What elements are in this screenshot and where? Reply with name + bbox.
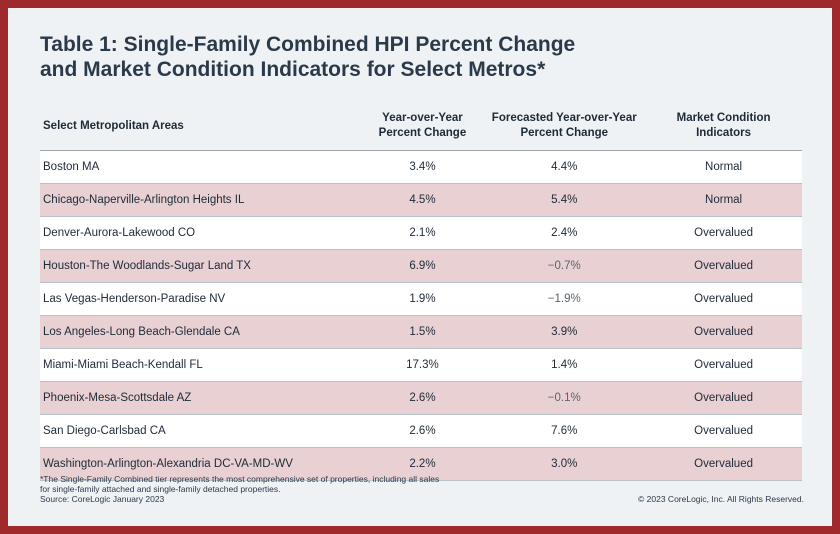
table-row: Phoenix-Mesa-Scottsdale AZ 2.6% −0.1% Ov… (40, 381, 802, 415)
header-forecast: Forecasted Year-over-Year Percent Change (483, 102, 646, 151)
table-row: Las Vegas-Henderson-Paradise NV 1.9% −1.… (40, 282, 802, 316)
forecast-cell: 2.4% (483, 216, 646, 250)
metro-area-cell: San Diego-Carlsbad CA (40, 414, 362, 448)
forecast-cell: 1.4% (483, 348, 646, 382)
table-row: Miami-Miami Beach-Kendall FL 17.3% 1.4% … (40, 348, 802, 382)
table-row: Chicago-Naperville-Arlington Heights IL … (40, 183, 802, 217)
forecast-cell: −0.1% (483, 381, 646, 415)
indicator-cell: Normal (645, 183, 802, 217)
metro-area-cell: Phoenix-Mesa-Scottsdale AZ (40, 381, 362, 415)
title-line-1: Table 1: Single-Family Combined HPI Perc… (40, 33, 576, 56)
metro-hpi-table: Select Metropolitan Areas Year-over-Year… (40, 102, 802, 481)
table-row: Denver-Aurora-Lakewood CO 2.1% 2.4% Over… (40, 216, 802, 250)
indicator-cell: Overvalued (645, 381, 802, 415)
header-forecast-line-2: Percent Change (520, 127, 609, 139)
table-header-row: Select Metropolitan Areas Year-over-Year… (40, 102, 802, 151)
header-forecast-line-1: Forecasted Year-over-Year (491, 112, 637, 124)
yoy-cell: 4.5% (361, 183, 484, 217)
header-metro-areas-label: Select Metropolitan Areas (43, 119, 184, 132)
metro-area-cell: Las Vegas-Henderson-Paradise NV (40, 282, 362, 316)
yoy-cell: 2.6% (361, 414, 484, 448)
yoy-cell: 6.9% (361, 249, 484, 283)
table-row: Boston MA 3.4% 4.4% Normal (40, 150, 802, 184)
header-yoy: Year-over-Year Percent Change (361, 102, 484, 151)
indicator-cell: Overvalued (645, 315, 802, 349)
metro-area-cell: Chicago-Naperville-Arlington Heights IL (40, 183, 362, 217)
forecast-cell: 3.9% (483, 315, 646, 349)
forecast-cell: −1.9% (483, 282, 646, 316)
copyright-notice: © 2023 CoreLogic, Inc. All Rights Reserv… (638, 494, 804, 504)
indicator-cell: Overvalued (645, 348, 802, 382)
footnote-line-1: *The Single-Family Combined tier represe… (40, 474, 440, 484)
yoy-cell: 1.9% (361, 282, 484, 316)
metro-area-cell: Houston-The Woodlands-Sugar Land TX (40, 249, 362, 283)
forecast-cell: −0.7% (483, 249, 646, 283)
metro-area-cell: Miami-Miami Beach-Kendall FL (40, 348, 362, 382)
header-yoy-line-2: Percent Change (378, 127, 467, 139)
table-body: Boston MA 3.4% 4.4% Normal Chicago-Naper… (40, 150, 802, 481)
yoy-cell: 1.5% (361, 315, 484, 349)
table-row: Washington-Arlington-Alexandria DC-VA-MD… (40, 447, 802, 481)
footnote-line-2: for single-family attached and single-fa… (40, 484, 281, 494)
indicator-cell: Overvalued (645, 414, 802, 448)
indicator-cell: Overvalued (645, 249, 802, 283)
header-market-condition: Market Condition Indicators (645, 102, 802, 151)
table-row: Los Angeles-Long Beach-Glendale CA 1.5% … (40, 315, 802, 349)
metro-area-cell: Boston MA (40, 150, 362, 184)
indicator-cell: Overvalued (645, 216, 802, 250)
yoy-cell: 3.4% (361, 150, 484, 184)
footnote: *The Single-Family Combined tier represe… (40, 474, 510, 504)
yoy-cell: 2.2% (361, 447, 484, 481)
yoy-cell: 2.1% (361, 216, 484, 250)
indicator-cell: Overvalued (645, 447, 802, 481)
table-row: Houston-The Woodlands-Sugar Land TX 6.9%… (40, 249, 802, 283)
yoy-cell: 2.6% (361, 381, 484, 415)
header-yoy-line-1: Year-over-Year (382, 112, 463, 124)
metro-area-cell: Los Angeles-Long Beach-Glendale CA (40, 315, 362, 349)
indicator-cell: Overvalued (645, 282, 802, 316)
header-metro-areas: Select Metropolitan Areas (40, 102, 362, 151)
forecast-cell: 7.6% (483, 414, 646, 448)
title-line-2: and Market Condition Indicators for Sele… (40, 58, 546, 81)
footnote-source: Source: CoreLogic January 2023 (40, 494, 165, 504)
header-market-condition-line-1: Market Condition (676, 112, 771, 124)
metro-area-cell: Washington-Arlington-Alexandria DC-VA-MD… (40, 447, 362, 481)
forecast-cell: 3.0% (483, 447, 646, 481)
yoy-cell: 17.3% (361, 348, 484, 382)
table-row: San Diego-Carlsbad CA 2.6% 7.6% Overvalu… (40, 414, 802, 448)
header-market-condition-line-2: Indicators (696, 127, 752, 139)
forecast-cell: 4.4% (483, 150, 646, 184)
table-card: Table 1: Single-Family Combined HPI Perc… (8, 8, 832, 526)
indicator-cell: Normal (645, 150, 802, 184)
metro-area-cell: Denver-Aurora-Lakewood CO (40, 216, 362, 250)
table-title: Table 1: Single-Family Combined HPI Perc… (40, 32, 740, 82)
forecast-cell: 5.4% (483, 183, 646, 217)
